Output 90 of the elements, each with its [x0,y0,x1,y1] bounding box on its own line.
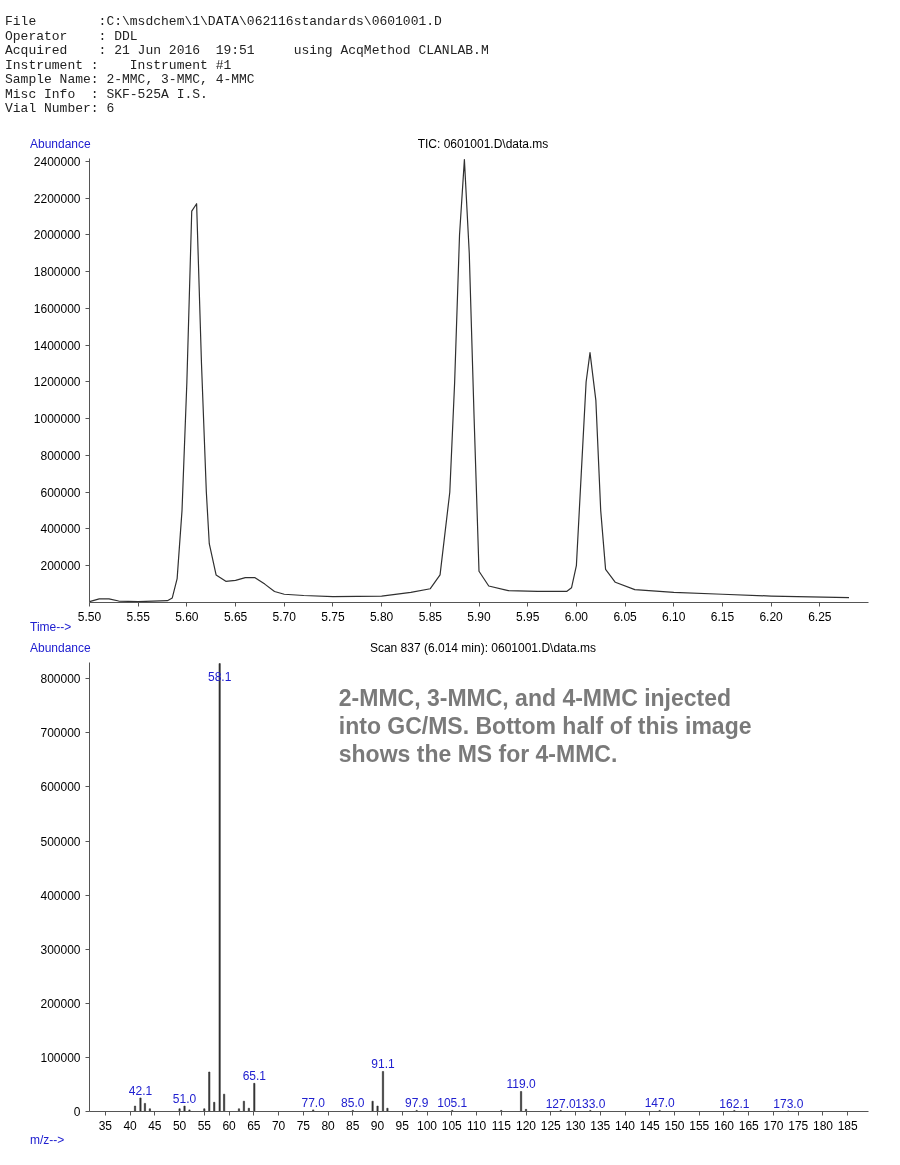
y-tick-label: 1000000 [33,412,81,427]
annotation: 147.0 [644,1096,675,1111]
x-tick-label: 5.95 [516,609,540,624]
x-tick-label: 135 [590,1118,611,1133]
x-tick-label: 5.70 [272,609,297,624]
x-tick-label: 55 [197,1118,212,1133]
annotation: 119.0 [506,1077,536,1092]
x-tick-label: 165 [738,1118,760,1133]
annotation: 133.0 [575,1096,606,1111]
annotation: 162.1 [719,1096,750,1111]
y-tick-label: 1800000 [33,265,81,280]
x-tick-label: 50 [172,1118,187,1133]
x-tick-label: 115 [491,1118,512,1133]
x-tick-label: 150 [664,1118,685,1133]
y-tick-label: 800000 [40,448,81,463]
annotation: 51.0 [172,1092,197,1107]
x-axis-title: Time--> [30,619,72,636]
y-tick-label: 300000 [40,942,81,957]
x-tick-label: 125 [540,1118,562,1133]
y-tick-label: 1600000 [33,301,81,316]
x-tick-label: 6.25 [808,609,832,624]
x-tick-label: 140 [614,1118,636,1133]
x-tick-label: 80 [321,1118,336,1133]
y-tick-label: 200000 [40,559,81,574]
annotation: 173.0 [773,1096,804,1111]
annotation: 85.0 [341,1096,365,1111]
y-tick-label: 0 [73,1105,81,1119]
y-tick-label: 1200000 [33,375,81,390]
x-tick-label: 5.55 [126,609,151,624]
x-tick-label: 5.65 [223,609,248,624]
annotation: 65.1 [242,1069,267,1084]
y-axis-title: Abundance [30,136,91,153]
x-tick-label: 155 [689,1118,710,1133]
y-tick-label: 400000 [40,888,81,903]
x-tick-label: 40 [123,1118,138,1133]
y-tick-label: 700000 [40,726,81,741]
annotation: 91.1 [371,1057,395,1072]
x-tick-label: 5.50 [77,609,102,624]
x-tick-label: 105 [441,1118,463,1133]
x-tick-label: 185 [837,1118,859,1133]
y-tick-label: 1400000 [33,338,81,353]
x-tick-label: 120 [516,1118,537,1133]
y-axis-title: Abundance [30,640,91,657]
x-tick-label: 95 [395,1118,410,1133]
x-tick-label: 75 [296,1118,311,1133]
x-tick-label: 6.10 [662,609,686,624]
x-tick-label: 180 [812,1118,834,1133]
annotation: 2-MMC, 3-MMC, and 4-MMC injected into GC/MS. Bottom half of this image shows the MS for 4-MMC. [338,684,752,767]
chart-subtitle: File :C:\msdchem\1\DATA\062116standards\0601001.D Operator : DDL Acquired : 21 Jun 2016 19:51 using AcqMethod CLANLAB.M Instrument : Instrument #1 Sample Name: 2-MMC, 3-MMC, 4-MMC Misc Info : SKF-525A I.S. Vial Number: 6 [5,13,489,117]
x-tick-label: 175 [788,1118,809,1133]
y-tick-label: 400000 [40,522,81,537]
x-tick-label: 35 [98,1118,113,1133]
y-tick-label: 2200000 [33,191,81,206]
x-tick-label: 130 [565,1118,586,1133]
y-tick-label: 200000 [40,996,81,1011]
y-tick-label: 600000 [40,780,81,795]
annotation: 105.1 [437,1096,468,1111]
x-tick-label: 5.60 [175,609,199,624]
y-tick-label: 100000 [40,1050,81,1065]
x-tick-label: 100 [417,1118,438,1133]
y-tick-label: 500000 [40,834,81,849]
x-tick-label: 65 [247,1118,261,1133]
x-axis-title: m/z--> [30,1132,65,1149]
chart-title: TIC: 0601001.D\data.ms [417,136,549,153]
y-tick-label: 800000 [40,672,81,687]
x-tick-label: 110 [466,1118,487,1133]
x-tick-label: 5.75 [321,609,345,624]
y-tick-label: 600000 [40,485,81,500]
x-tick-label: 5.85 [418,609,443,624]
annotation: 42.1 [128,1083,153,1098]
chart-title: Scan 837 (6.014 min): 0601001.D\data.ms [369,640,597,657]
annotation: 127.0 [545,1096,576,1111]
x-tick-label: 45 [148,1118,162,1133]
x-tick-label: 160 [713,1118,735,1133]
x-tick-label: 5.80 [369,609,394,624]
x-tick-label: 90 [370,1118,385,1133]
y-tick-label: 2000000 [33,228,81,243]
annotation: 97.9 [404,1096,429,1111]
x-tick-label: 85 [346,1118,360,1133]
x-tick-label: 6.20 [759,609,784,624]
x-tick-label: 6.05 [613,609,638,624]
x-tick-label: 6.15 [710,609,735,624]
x-tick-label: 145 [639,1118,661,1133]
annotation: 77.0 [301,1095,326,1110]
x-tick-label: 70 [271,1118,286,1133]
x-tick-label: 6.00 [564,609,589,624]
x-tick-label: 170 [763,1118,784,1133]
x-tick-label: 5.90 [467,609,491,624]
x-tick-label: 60 [222,1118,237,1133]
y-tick-label: 2400000 [33,154,81,169]
